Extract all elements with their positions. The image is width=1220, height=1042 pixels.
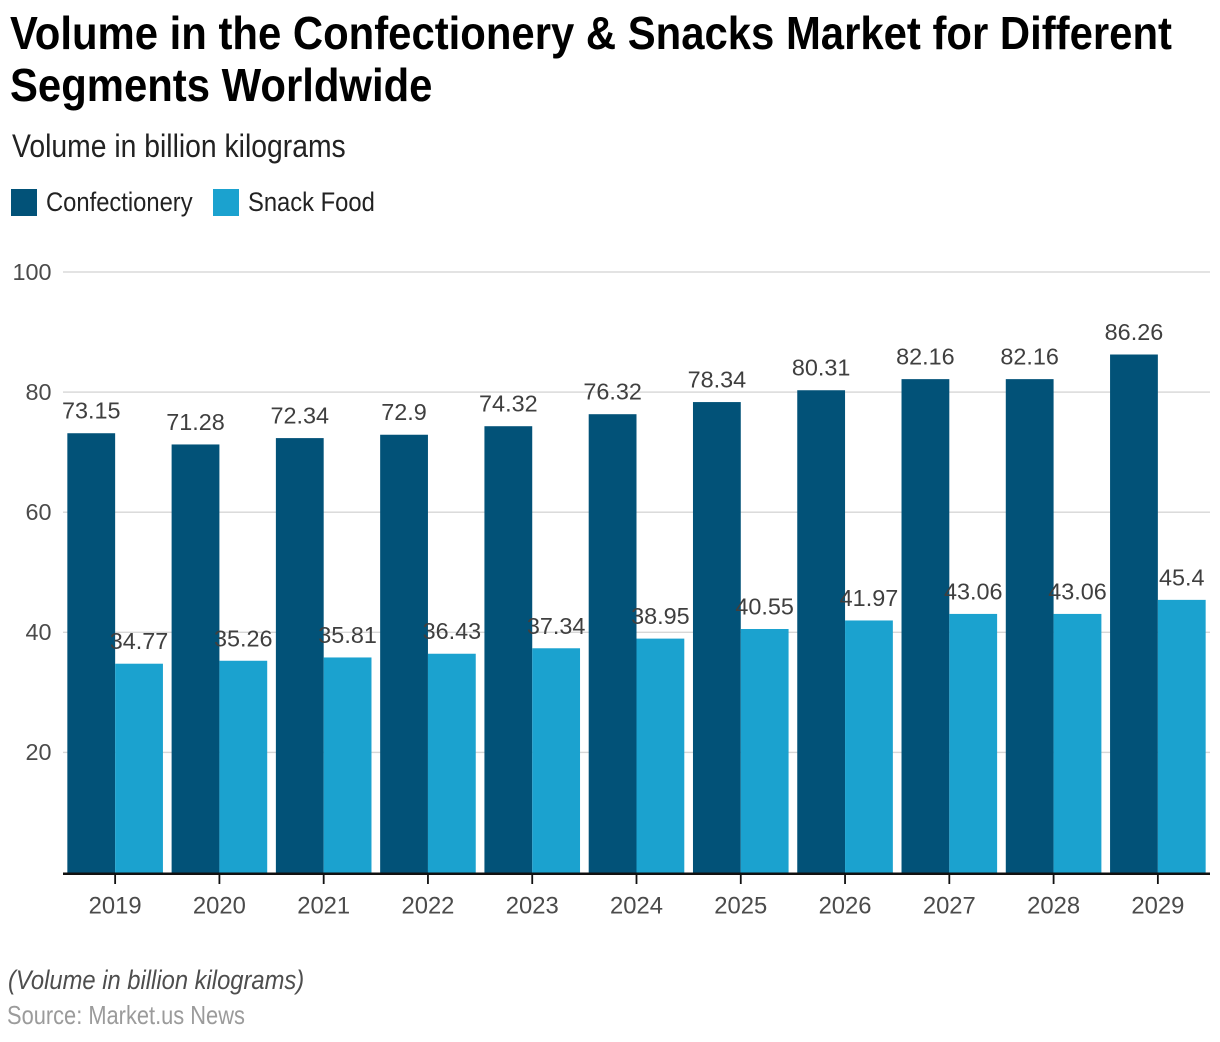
svg-text:45.4: 45.4 xyxy=(1159,564,1205,590)
svg-text:82.16: 82.16 xyxy=(1000,344,1059,370)
svg-text:2021: 2021 xyxy=(297,892,350,919)
svg-text:2023: 2023 xyxy=(506,892,559,919)
svg-text:100: 100 xyxy=(12,259,51,285)
svg-text:71.28: 71.28 xyxy=(166,409,225,435)
svg-text:2029: 2029 xyxy=(1131,892,1184,919)
svg-text:74.32: 74.32 xyxy=(479,391,538,417)
svg-text:2026: 2026 xyxy=(819,892,872,919)
svg-text:20: 20 xyxy=(25,739,51,765)
svg-text:35.26: 35.26 xyxy=(214,625,273,651)
svg-text:2025: 2025 xyxy=(714,892,767,919)
svg-text:72.34: 72.34 xyxy=(271,403,330,429)
svg-text:43.06: 43.06 xyxy=(944,578,1003,604)
svg-text:2020: 2020 xyxy=(193,892,246,919)
svg-text:80: 80 xyxy=(25,379,51,405)
svg-text:37.34: 37.34 xyxy=(527,613,586,639)
svg-text:2027: 2027 xyxy=(923,892,976,919)
svg-text:36.43: 36.43 xyxy=(423,618,482,644)
svg-text:78.34: 78.34 xyxy=(688,367,747,393)
svg-text:40.55: 40.55 xyxy=(735,594,794,620)
svg-text:34.77: 34.77 xyxy=(110,628,169,654)
svg-text:76.32: 76.32 xyxy=(583,379,642,405)
svg-text:2028: 2028 xyxy=(1027,892,1080,919)
svg-text:41.97: 41.97 xyxy=(840,585,899,611)
svg-text:80.31: 80.31 xyxy=(792,355,851,381)
svg-text:72.9: 72.9 xyxy=(381,399,427,425)
svg-text:73.15: 73.15 xyxy=(62,398,121,424)
svg-text:86.26: 86.26 xyxy=(1105,319,1164,345)
svg-text:43.06: 43.06 xyxy=(1048,578,1107,604)
svg-text:60: 60 xyxy=(25,499,51,525)
svg-text:2022: 2022 xyxy=(401,892,454,919)
svg-text:38.95: 38.95 xyxy=(631,603,690,629)
svg-text:40: 40 xyxy=(25,619,51,645)
svg-text:82.16: 82.16 xyxy=(896,344,955,370)
svg-text:35.81: 35.81 xyxy=(318,622,377,648)
svg-text:2024: 2024 xyxy=(610,892,663,919)
svg-text:2019: 2019 xyxy=(89,892,142,919)
